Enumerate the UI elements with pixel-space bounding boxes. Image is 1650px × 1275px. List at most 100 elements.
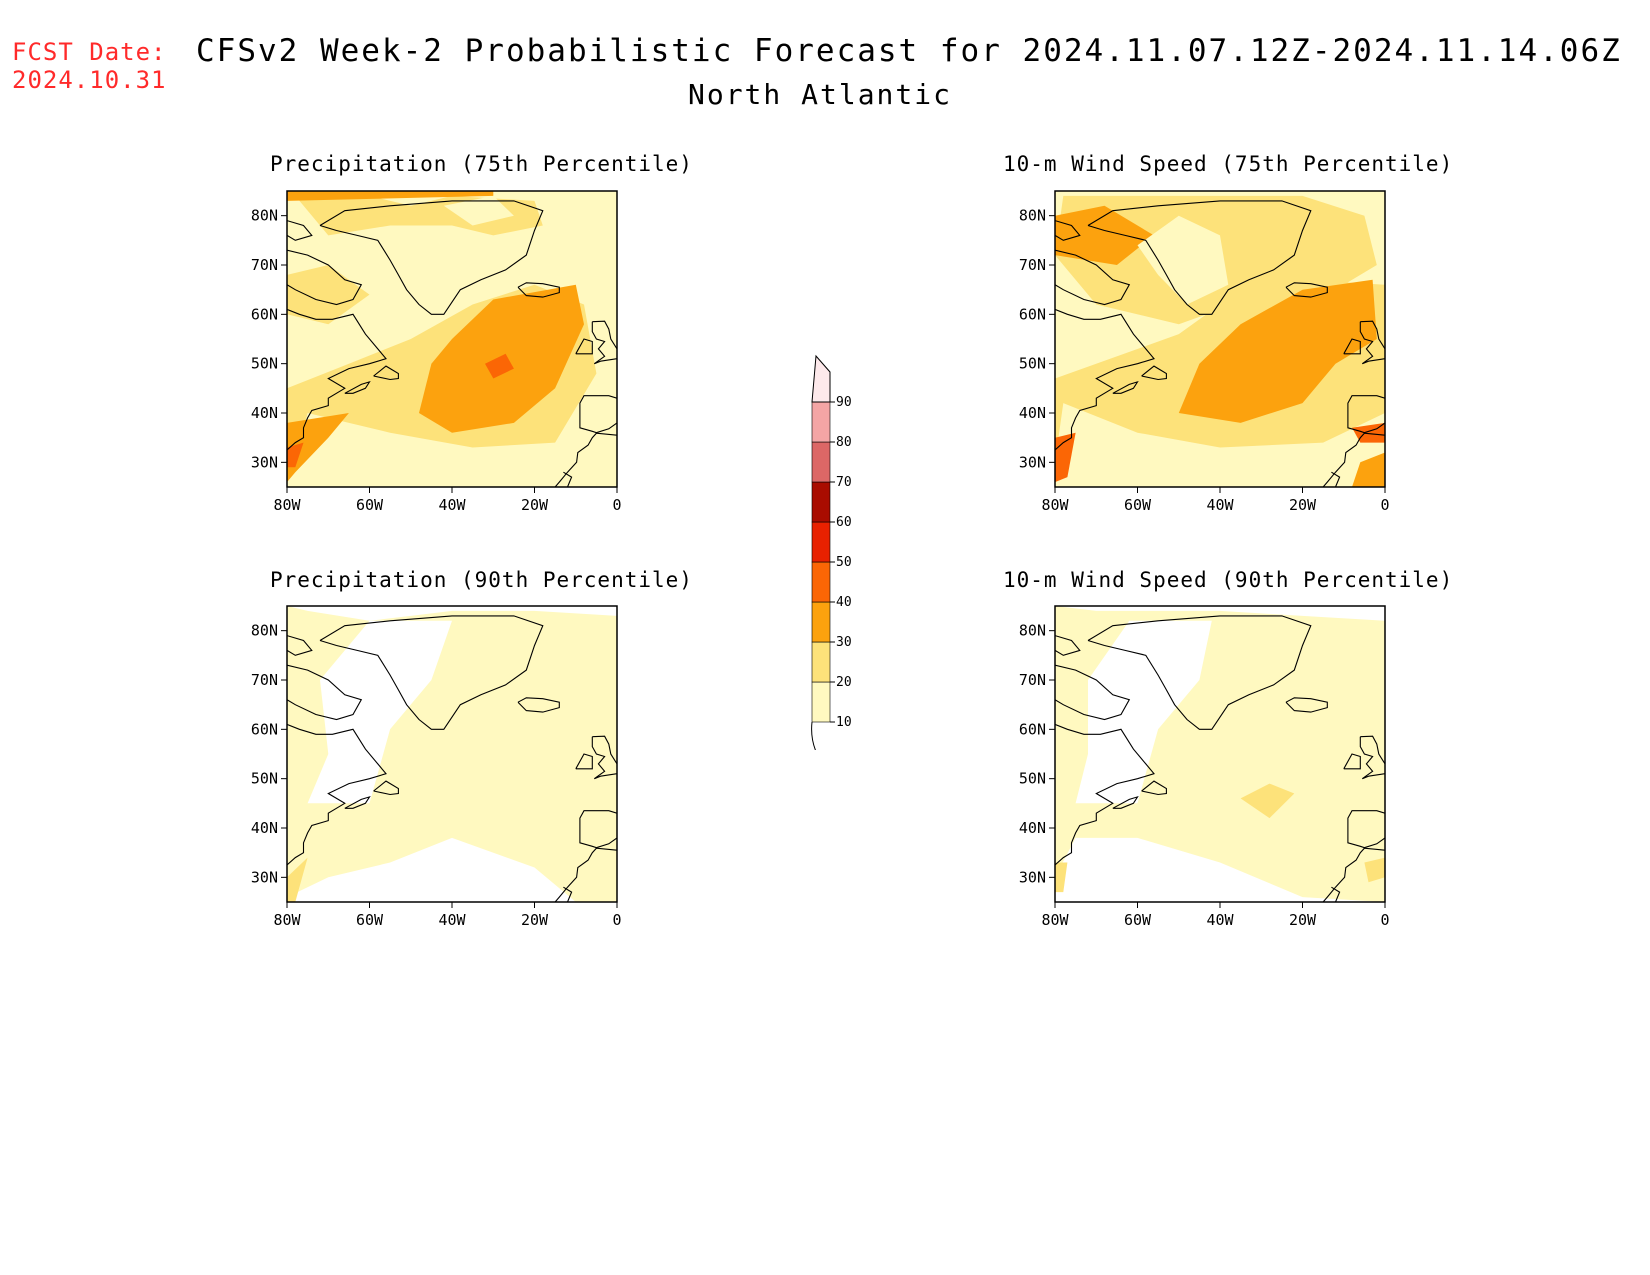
lat-tick-label: 60N <box>1019 720 1046 738</box>
region-subtitle: North Atlantic <box>687 78 952 111</box>
lat-tick-label: 70N <box>1019 671 1046 689</box>
lat-tick-label: 30N <box>251 868 278 886</box>
map-plot: 80N 70N 60N 50N 40N 30N 80W 60W 40W 20W 0 <box>1019 605 1390 929</box>
colorbar-label: 60 <box>836 515 852 530</box>
lon-tick-label: 20W <box>521 496 549 514</box>
lon-tick-label: 20W <box>1289 911 1317 929</box>
lon-tick-label: 40W <box>438 496 466 514</box>
lon-tick-label: 80W <box>273 911 301 929</box>
probability-region <box>1137 215 1229 305</box>
coastline <box>1087 200 1312 315</box>
colorbar-label: 80 <box>836 435 852 450</box>
colorbar-label: 20 <box>836 675 852 690</box>
probability-region <box>287 413 349 483</box>
coastline <box>1055 308 1155 451</box>
lat-tick-label: 30N <box>1019 868 1046 886</box>
lat-tick-label: 40N <box>251 819 278 837</box>
colorbar-label: 10 <box>836 715 852 730</box>
colorbar-label: 30 <box>836 635 852 650</box>
coastline <box>1055 220 1081 241</box>
lat-tick-label: 50N <box>251 770 278 788</box>
lon-tick-label: 0 <box>612 911 621 929</box>
lon-tick-label: 60W <box>356 911 384 929</box>
coastline <box>1359 320 1385 365</box>
lon-tick-label: 60W <box>1124 496 1152 514</box>
lon-tick-label: 80W <box>1041 911 1069 929</box>
colorbar-swatch <box>811 681 831 723</box>
panel-title: Precipitation (75th Percentile) <box>270 152 693 176</box>
coastline <box>1322 432 1385 487</box>
forecast-date-label: FCST Date: <box>12 38 167 66</box>
colorbar-label: 70 <box>836 475 852 490</box>
lon-tick-label: 60W <box>356 496 384 514</box>
forecast-date-value: 2024.10.31 <box>12 66 167 94</box>
lon-tick-label: 60W <box>1124 911 1152 929</box>
coastline <box>344 795 371 809</box>
coastline <box>1343 753 1361 770</box>
coastline <box>1343 338 1361 355</box>
page-title: CFSv2 Week-2 Probabilistic Forecast for … <box>196 33 1622 69</box>
coastline <box>591 320 617 365</box>
probability-region <box>443 195 514 226</box>
lon-tick-label: 40W <box>1206 496 1234 514</box>
coastline <box>1331 471 1341 487</box>
shading-layer <box>287 606 617 902</box>
forecast-date-block: FCST Date: 2024.10.31 <box>12 38 167 94</box>
coastline <box>1087 615 1312 730</box>
colorbar-label: 40 <box>836 595 852 610</box>
coastline <box>344 380 371 394</box>
lat-tick-label: 30N <box>251 453 278 471</box>
lat-tick-label: 50N <box>1019 770 1046 788</box>
lat-tick-label: 60N <box>251 305 278 323</box>
lat-tick-label: 80N <box>1019 207 1046 225</box>
coastline <box>1331 886 1341 902</box>
probability-region <box>1178 279 1377 423</box>
probability-region <box>287 442 304 468</box>
coastline <box>287 220 313 241</box>
probability-region <box>287 265 370 325</box>
lon-tick-label: 40W <box>1206 911 1234 929</box>
colorbar-swatch <box>811 401 831 443</box>
coastline <box>287 664 363 721</box>
lat-tick-label: 40N <box>1019 404 1046 422</box>
lat-tick-label: 40N <box>1019 819 1046 837</box>
coastline <box>591 735 617 780</box>
panel-title: 10-m Wind Speed (75th Percentile) <box>1003 152 1454 176</box>
coastline <box>1055 664 1131 721</box>
coastline <box>1112 380 1139 394</box>
coastline <box>579 395 617 434</box>
probability-region <box>1055 205 1154 265</box>
coastline <box>1141 780 1167 796</box>
colorbar-swatch <box>811 354 831 403</box>
colorbar-swatch <box>811 601 831 643</box>
probability-region <box>485 353 514 379</box>
coastline <box>373 780 399 796</box>
panel-title: 10-m Wind Speed (90th Percentile) <box>1003 568 1454 592</box>
coastline <box>1347 395 1385 434</box>
probability-region <box>287 191 494 201</box>
colorbar-swatch <box>811 561 831 603</box>
probability-region <box>1352 452 1385 487</box>
coastline <box>517 282 560 298</box>
lat-tick-label: 70N <box>251 256 278 274</box>
lat-tick-label: 80N <box>251 622 278 640</box>
coastline <box>579 810 617 849</box>
coastline <box>563 886 573 902</box>
no-signal-region <box>307 620 452 804</box>
coastline <box>517 697 560 713</box>
coastline <box>319 615 544 730</box>
colorbar-swatch <box>811 521 831 563</box>
coastline <box>575 753 593 770</box>
colorbar-tail <box>811 721 816 750</box>
probability-region <box>1364 857 1385 883</box>
coastline <box>1055 635 1081 656</box>
coastline <box>554 432 617 487</box>
coastline <box>1141 365 1167 381</box>
no-signal-region <box>1075 620 1212 804</box>
coastline <box>319 200 544 315</box>
coastline <box>287 635 313 656</box>
colorbar-swatch <box>811 441 831 483</box>
lat-tick-label: 80N <box>251 207 278 225</box>
shading-layer <box>1055 191 1385 487</box>
coastline <box>1055 249 1131 306</box>
